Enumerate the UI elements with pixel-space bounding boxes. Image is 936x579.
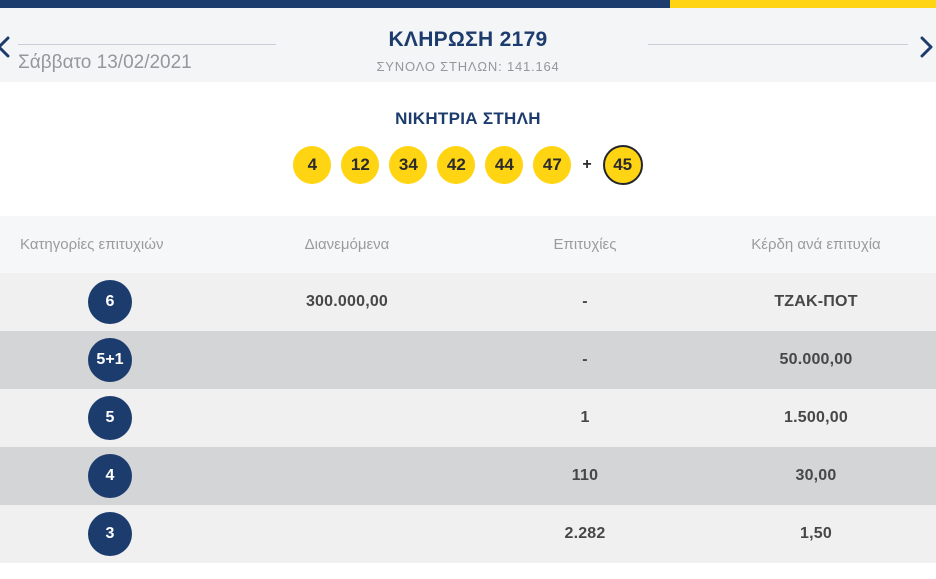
winning-number-ball: 4 (293, 146, 332, 184)
table-row: 5 1 1.500,00 (0, 389, 936, 447)
table-row: 6 300.000,00 - ΤΖΑΚ-ΠΟΤ (0, 273, 936, 331)
header-divider-right (648, 44, 908, 45)
column-header-prize: Κέρδη ανά επιτυχία (751, 236, 881, 253)
winners-cell: 2.282 (564, 525, 606, 542)
column-header-distributed: Διανεμόμενα (304, 236, 390, 253)
category-cell: 6 (0, 280, 220, 324)
winners-cell: - (582, 351, 588, 368)
top-bar-navy-segment (0, 0, 670, 8)
category-badge: 4 (88, 454, 132, 498)
bonus-number-ball: 45 (602, 145, 643, 185)
draw-title: ΚΛΗΡΩΣΗ 2179 (388, 28, 548, 51)
draw-date: Σάββατο 13/02/2021 (18, 52, 192, 73)
winners-cell: 1 (580, 409, 590, 426)
winning-number-ball: 47 (533, 146, 572, 184)
total-columns-label: ΣΥΝΟΛΟ ΣΤΗΛΩΝ: 141.164 (376, 59, 560, 74)
table-row: 4 110 30,00 (0, 447, 936, 505)
category-badge: 3 (88, 512, 132, 556)
column-header-categories: Κατηγορίες επιτυχιών (20, 236, 164, 253)
prize-cell: ΤΖΑΚ-ΠΟΤ (774, 293, 858, 310)
category-badge: 5+1 (88, 338, 132, 382)
header-divider-left (18, 44, 276, 45)
category-badge: 6 (88, 280, 132, 324)
plus-sign: + (582, 156, 592, 173)
distributed-cell: 300.000,00 (305, 293, 389, 310)
winning-column-section: ΝΙΚΗΤΡΙΑ ΣΤΗΛΗ 4 12 34 42 44 47 +45 (0, 109, 936, 185)
winners-cell: - (582, 293, 588, 310)
next-draw-arrow-icon[interactable] (920, 36, 934, 58)
winning-numbers: 4 12 34 42 44 47 +45 (0, 145, 936, 185)
winning-column-title: ΝΙΚΗΤΡΙΑ ΣΤΗΛΗ (395, 109, 541, 128)
results-table-header: Κατηγορίες επιτυχιών Διανεμόμενα Επιτυχί… (0, 216, 936, 273)
category-cell: 4 (0, 454, 220, 498)
prize-cell: 30,00 (795, 467, 837, 484)
winning-number-ball: 12 (341, 146, 380, 184)
draw-header: Σάββατο 13/02/2021 ΚΛΗΡΩΣΗ 2179 ΣΥΝΟΛΟ Σ… (0, 8, 936, 82)
results-table: Κατηγορίες επιτυχιών Διανεμόμενα Επιτυχί… (0, 216, 936, 563)
brand-top-bar (0, 0, 936, 8)
prize-cell: 50.000,00 (779, 351, 853, 368)
category-badge: 5 (88, 396, 132, 440)
category-cell: 5 (0, 396, 220, 440)
previous-draw-arrow-icon[interactable] (0, 36, 10, 58)
table-row: 5+1 - 50.000,00 (0, 331, 936, 389)
category-cell: 5+1 (0, 338, 220, 382)
prize-cell: 1,50 (800, 525, 832, 542)
table-row: 3 2.282 1,50 (0, 505, 936, 563)
column-header-winners: Επιτυχίες (553, 236, 617, 253)
winners-cell: 110 (571, 467, 599, 484)
winning-number-ball: 34 (389, 146, 428, 184)
top-bar-yellow-segment (670, 0, 936, 8)
winning-number-ball: 42 (437, 146, 476, 184)
results-table-body: 6 300.000,00 - ΤΖΑΚ-ΠΟΤ 5+1 - 50.000,00 5 1 1.500… (0, 273, 936, 563)
category-cell: 3 (0, 512, 220, 556)
prize-cell: 1.500,00 (784, 409, 848, 426)
winning-number-ball: 44 (485, 146, 524, 184)
